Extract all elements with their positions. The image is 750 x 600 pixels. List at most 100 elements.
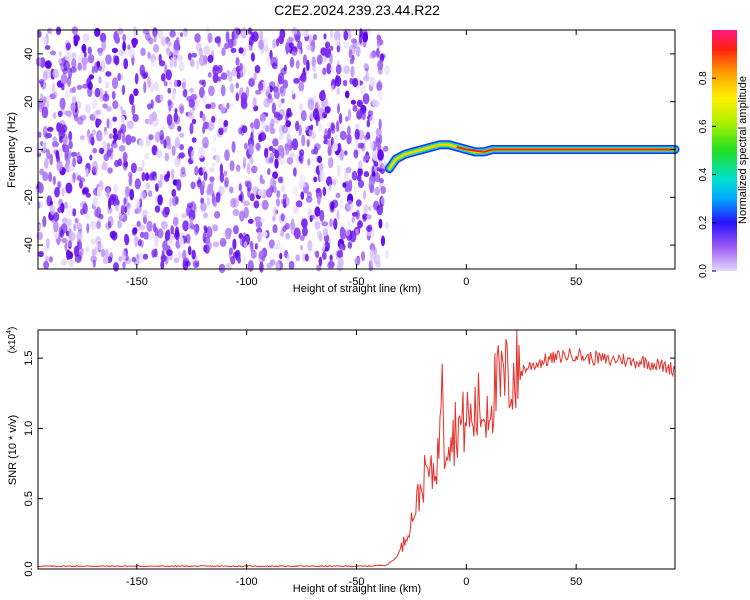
noise-blob: [178, 251, 182, 260]
noise-blob: [247, 260, 254, 272]
noise-blob: [254, 65, 261, 74]
noise-blob: [258, 81, 264, 91]
noise-blob: [53, 220, 59, 233]
noise-blob: [232, 67, 237, 77]
noise-blob: [65, 42, 71, 51]
noise-blob: [179, 236, 184, 247]
noise-blob: [302, 29, 310, 37]
noise-blob: [238, 194, 243, 201]
noise-blob: [228, 71, 233, 83]
noise-blob: [323, 135, 329, 141]
noise-blob: [274, 158, 279, 169]
noise-blob: [247, 218, 254, 224]
noise-blob: [203, 45, 211, 55]
x-tick-label: -50: [349, 576, 365, 588]
noise-blob: [154, 131, 161, 143]
noise-blob: [368, 205, 372, 211]
noise-blob: [327, 145, 332, 156]
noise-blob: [377, 59, 384, 71]
noise-blob: [76, 222, 83, 230]
scale-factor-label: (x104): [6, 327, 18, 354]
noise-blob: [144, 32, 151, 41]
noise-blob: [291, 27, 298, 35]
noise-blob: [188, 109, 195, 120]
noise-blob: [85, 246, 90, 253]
noise-blob: [63, 60, 70, 71]
noise-blob: [230, 47, 237, 54]
noise-blob: [318, 107, 325, 120]
noise-blob: [375, 135, 379, 148]
noise-blob: [134, 208, 140, 215]
noise-blob: [202, 125, 206, 134]
noise-blob: [275, 37, 280, 47]
noise-blob: [66, 205, 74, 215]
noise-blob: [260, 231, 268, 238]
noise-blob: [144, 152, 150, 160]
noise-blob: [212, 224, 219, 232]
noise-blob: [324, 41, 331, 49]
noise-blob: [108, 133, 113, 140]
noise-blob: [372, 150, 379, 161]
noise-blob: [144, 118, 150, 125]
noise-blob: [224, 42, 230, 50]
noise-blob: [96, 220, 101, 230]
noise-blob: [76, 116, 84, 125]
noise-blob: [89, 154, 93, 161]
noise-blob: [226, 102, 230, 110]
noise-blob: [194, 165, 199, 176]
noise-blob: [73, 223, 77, 232]
noise-blob: [114, 204, 120, 212]
noise-blob: [122, 41, 126, 52]
noise-blob: [212, 146, 217, 153]
noise-blob: [52, 175, 56, 186]
noise-blob: [238, 47, 244, 54]
noise-blob: [345, 116, 349, 122]
noise-blob: [337, 103, 340, 114]
noise-blob: [135, 198, 141, 208]
noise-blob: [318, 256, 323, 267]
noise-blob: [311, 214, 315, 220]
colorbar-tick-label: 0.6: [698, 119, 709, 133]
noise-blob: [261, 199, 269, 210]
noise-blob: [350, 99, 357, 105]
noise-blob: [350, 65, 355, 78]
noise-blob: [351, 170, 358, 181]
noise-blob: [302, 226, 308, 237]
noise-blob: [112, 54, 117, 64]
noise-blob: [171, 145, 176, 156]
noise-blob: [224, 149, 230, 161]
noise-blob: [174, 108, 178, 114]
noise-blob: [272, 224, 278, 234]
noise-blob: [87, 54, 95, 64]
noise-blob: [188, 52, 192, 61]
noise-blob: [313, 176, 318, 183]
noise-blob: [47, 126, 54, 132]
noise-blob: [292, 46, 298, 53]
noise-blob: [85, 192, 92, 198]
noise-blob: [316, 54, 323, 65]
noise-blob: [230, 198, 236, 208]
noise-blob: [369, 140, 375, 150]
noise-blob: [161, 221, 168, 230]
noise-blob: [61, 237, 68, 244]
noise-blob: [349, 230, 357, 243]
noise-blob: [245, 44, 252, 52]
noise-blob: [50, 50, 57, 56]
noise-blob: [261, 178, 265, 185]
noise-blob: [158, 60, 166, 67]
noise-blob: [267, 93, 272, 100]
noise-blob: [323, 33, 327, 40]
noise-blob: [319, 90, 326, 102]
snr-series-line: [37, 330, 676, 568]
noise-blob: [189, 217, 194, 224]
noise-blob: [71, 96, 77, 105]
noise-blob: [299, 235, 305, 241]
noise-blob: [57, 110, 63, 118]
noise-blob: [96, 109, 102, 116]
noise-blob: [258, 134, 263, 143]
noise-blob: [213, 66, 221, 72]
noise-blob: [125, 134, 132, 146]
noise-blob: [118, 145, 126, 152]
noise-blob: [117, 219, 122, 229]
noise-blob: [199, 86, 205, 99]
